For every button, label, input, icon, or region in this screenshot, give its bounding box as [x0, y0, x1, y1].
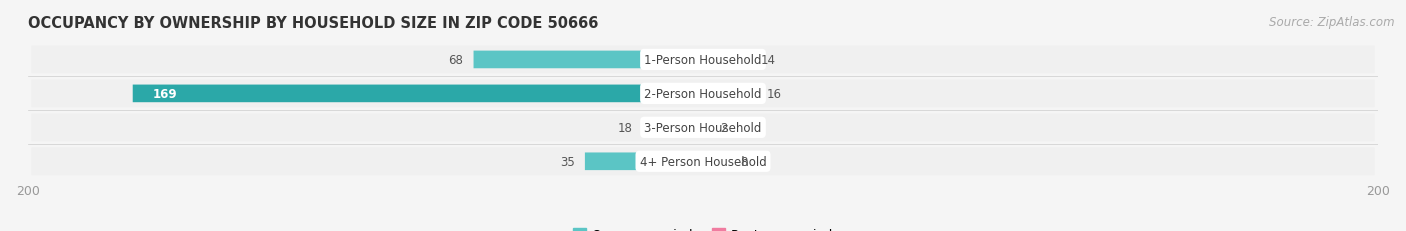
- FancyBboxPatch shape: [703, 85, 756, 103]
- Text: 4+ Person Household: 4+ Person Household: [640, 155, 766, 168]
- Text: 169: 169: [153, 88, 177, 100]
- FancyBboxPatch shape: [31, 80, 1375, 108]
- Text: OCCUPANCY BY OWNERSHIP BY HOUSEHOLD SIZE IN ZIP CODE 50666: OCCUPANCY BY OWNERSHIP BY HOUSEHOLD SIZE…: [28, 16, 599, 31]
- FancyBboxPatch shape: [703, 51, 751, 69]
- Text: 18: 18: [617, 121, 633, 134]
- FancyBboxPatch shape: [643, 119, 703, 137]
- Text: 1-Person Household: 1-Person Household: [644, 54, 762, 67]
- FancyBboxPatch shape: [585, 153, 703, 170]
- Text: 68: 68: [449, 54, 464, 67]
- FancyBboxPatch shape: [31, 46, 1375, 74]
- Text: 3-Person Household: 3-Person Household: [644, 121, 762, 134]
- Text: 2: 2: [720, 121, 727, 134]
- Text: Source: ZipAtlas.com: Source: ZipAtlas.com: [1270, 16, 1395, 29]
- Text: 16: 16: [768, 88, 782, 100]
- FancyBboxPatch shape: [474, 51, 703, 69]
- FancyBboxPatch shape: [132, 85, 703, 103]
- Text: 14: 14: [761, 54, 775, 67]
- Text: 2-Person Household: 2-Person Household: [644, 88, 762, 100]
- FancyBboxPatch shape: [31, 148, 1375, 176]
- Text: 35: 35: [560, 155, 575, 168]
- FancyBboxPatch shape: [31, 114, 1375, 142]
- FancyBboxPatch shape: [703, 153, 730, 170]
- FancyBboxPatch shape: [703, 119, 710, 137]
- Text: 8: 8: [740, 155, 748, 168]
- Legend: Owner-occupied, Renter-occupied: Owner-occupied, Renter-occupied: [568, 223, 838, 231]
